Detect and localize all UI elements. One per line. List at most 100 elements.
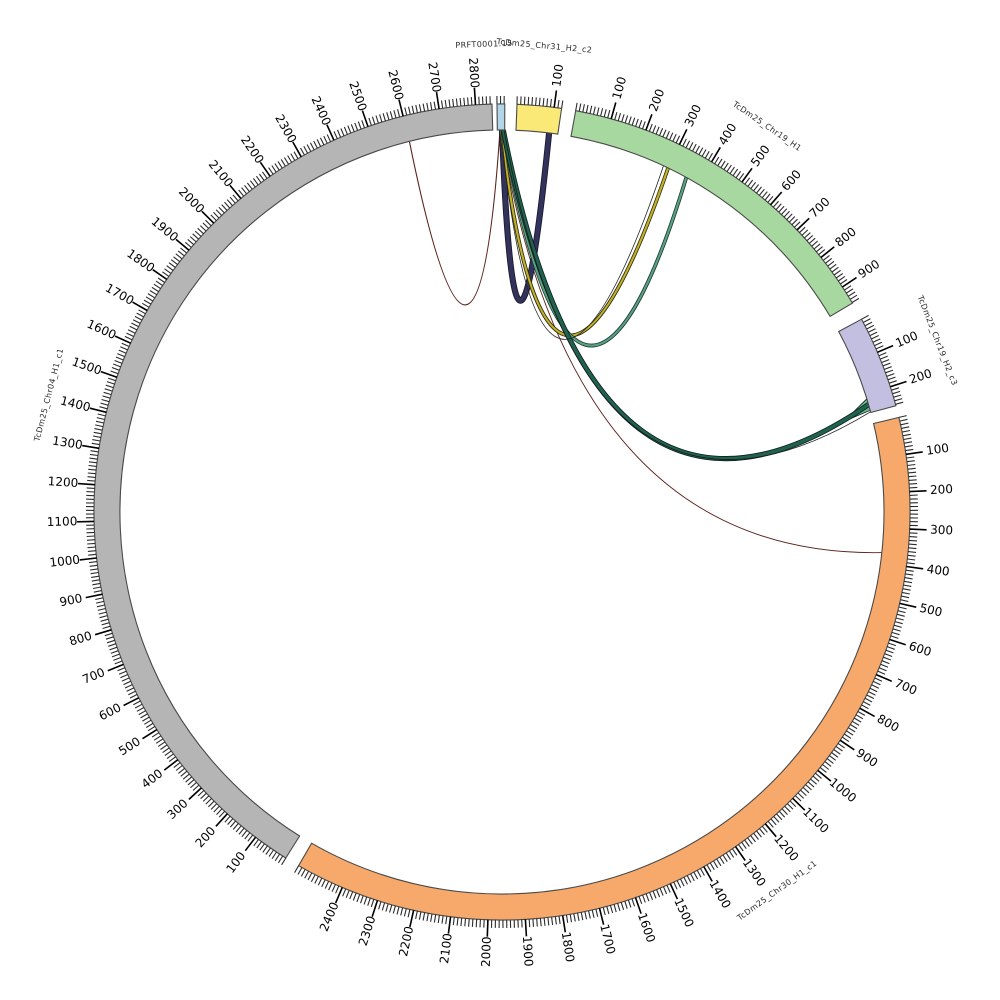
minor-tick — [385, 903, 389, 912]
minor-tick — [884, 366, 892, 370]
minor-tick — [895, 617, 904, 621]
minor-tick — [855, 714, 864, 720]
minor-tick — [173, 762, 181, 769]
minor-tick — [190, 781, 197, 789]
minor-tick — [835, 272, 844, 279]
minor-tick — [539, 918, 542, 927]
minor-tick — [549, 98, 552, 107]
minor-tick — [117, 667, 126, 672]
tick-label: 200 — [930, 482, 954, 497]
segment-label-chr19h1: TcDm25_Chr19_H1 — [730, 99, 803, 153]
chord-contig-to-chr19h1-b — [501, 129, 688, 347]
tick-label: 1300 — [740, 856, 769, 889]
minor-tick — [869, 687, 878, 693]
tick-label: 1400 — [59, 394, 92, 415]
major-tick — [142, 728, 158, 740]
minor-tick — [885, 649, 894, 654]
minor-tick — [99, 615, 108, 619]
minor-tick — [333, 131, 338, 139]
tick-label: 800 — [875, 712, 902, 735]
minor-tick — [281, 857, 287, 866]
chord-contig-to-chr19h1-thin — [500, 129, 664, 340]
tick-label: 500 — [918, 601, 943, 620]
minor-tick — [92, 439, 101, 442]
minor-tick — [304, 870, 309, 879]
major-tick — [447, 916, 452, 934]
minor-tick — [877, 670, 886, 675]
minor-tick — [102, 625, 111, 630]
minor-tick — [831, 752, 839, 758]
minor-tick — [780, 208, 788, 215]
minor-tick — [894, 621, 903, 625]
major-tick — [890, 380, 907, 388]
minor-tick — [908, 475, 917, 478]
minor-tick — [126, 687, 135, 692]
minor-tick — [114, 660, 123, 665]
minor-tick — [906, 562, 915, 565]
minor-tick — [433, 914, 437, 923]
minor-tick — [192, 784, 200, 791]
tick-label: 100 — [893, 328, 920, 350]
minor-tick — [878, 352, 887, 357]
minor-tick — [283, 157, 290, 165]
tick-label: 1800 — [124, 246, 157, 275]
minor-tick — [909, 486, 918, 489]
minor-tick — [631, 898, 636, 907]
minor-tick — [720, 160, 726, 168]
minor-tick — [437, 915, 440, 924]
tick-label: 600 — [97, 700, 124, 723]
minor-tick — [890, 635, 899, 639]
minor-tick — [340, 128, 345, 137]
segment-band-chr19h2 — [837, 318, 897, 414]
minor-tick — [232, 194, 239, 202]
segment-band-chr04 — [93, 103, 494, 859]
minor-tick — [90, 571, 99, 575]
minor-tick — [314, 876, 319, 884]
minor-tick — [907, 467, 916, 470]
minor-tick — [386, 112, 390, 121]
minor-tick — [244, 832, 251, 840]
minor-tick — [588, 910, 591, 919]
minor-tick — [707, 152, 713, 161]
minor-tick — [528, 919, 531, 928]
minor-tick — [368, 117, 372, 126]
minor-tick — [280, 159, 286, 167]
minor-tick — [837, 275, 846, 282]
minor-tick — [709, 862, 715, 870]
tick-label: 300 — [682, 102, 705, 129]
major-tick — [553, 90, 558, 108]
minor-tick — [747, 179, 754, 187]
tick-label: 2000 — [479, 936, 494, 967]
minor-tick — [569, 914, 573, 923]
major-tick — [796, 217, 810, 231]
minor-tick — [411, 105, 415, 114]
tick-label: 1900 — [520, 936, 536, 967]
minor-tick — [656, 889, 661, 898]
major-tick — [398, 99, 404, 117]
minor-tick — [880, 663, 889, 668]
minor-tick — [199, 225, 207, 232]
major-tick — [435, 91, 440, 110]
tick-label: 1000 — [49, 552, 81, 569]
chord-contig-to-chr30 — [500, 129, 882, 554]
tick-label: 700 — [80, 665, 106, 687]
minor-tick — [542, 98, 545, 107]
minor-tick — [115, 356, 124, 361]
minor-tick — [455, 98, 458, 107]
minor-tick — [882, 362, 891, 367]
minor-tick — [396, 906, 400, 915]
minor-tick — [92, 435, 101, 438]
major-tick — [669, 883, 679, 900]
minor-tick — [202, 795, 210, 802]
minor-tick — [111, 653, 120, 658]
minor-tick — [606, 906, 610, 915]
minor-tick — [202, 222, 209, 229]
minor-tick — [265, 847, 271, 855]
minor-tick — [900, 599, 909, 603]
minor-tick — [868, 328, 876, 333]
minor-tick — [668, 132, 674, 141]
minor-tick — [105, 384, 114, 389]
minor-tick — [141, 302, 150, 308]
minor-tick — [467, 97, 469, 106]
minor-tick — [864, 321, 873, 327]
